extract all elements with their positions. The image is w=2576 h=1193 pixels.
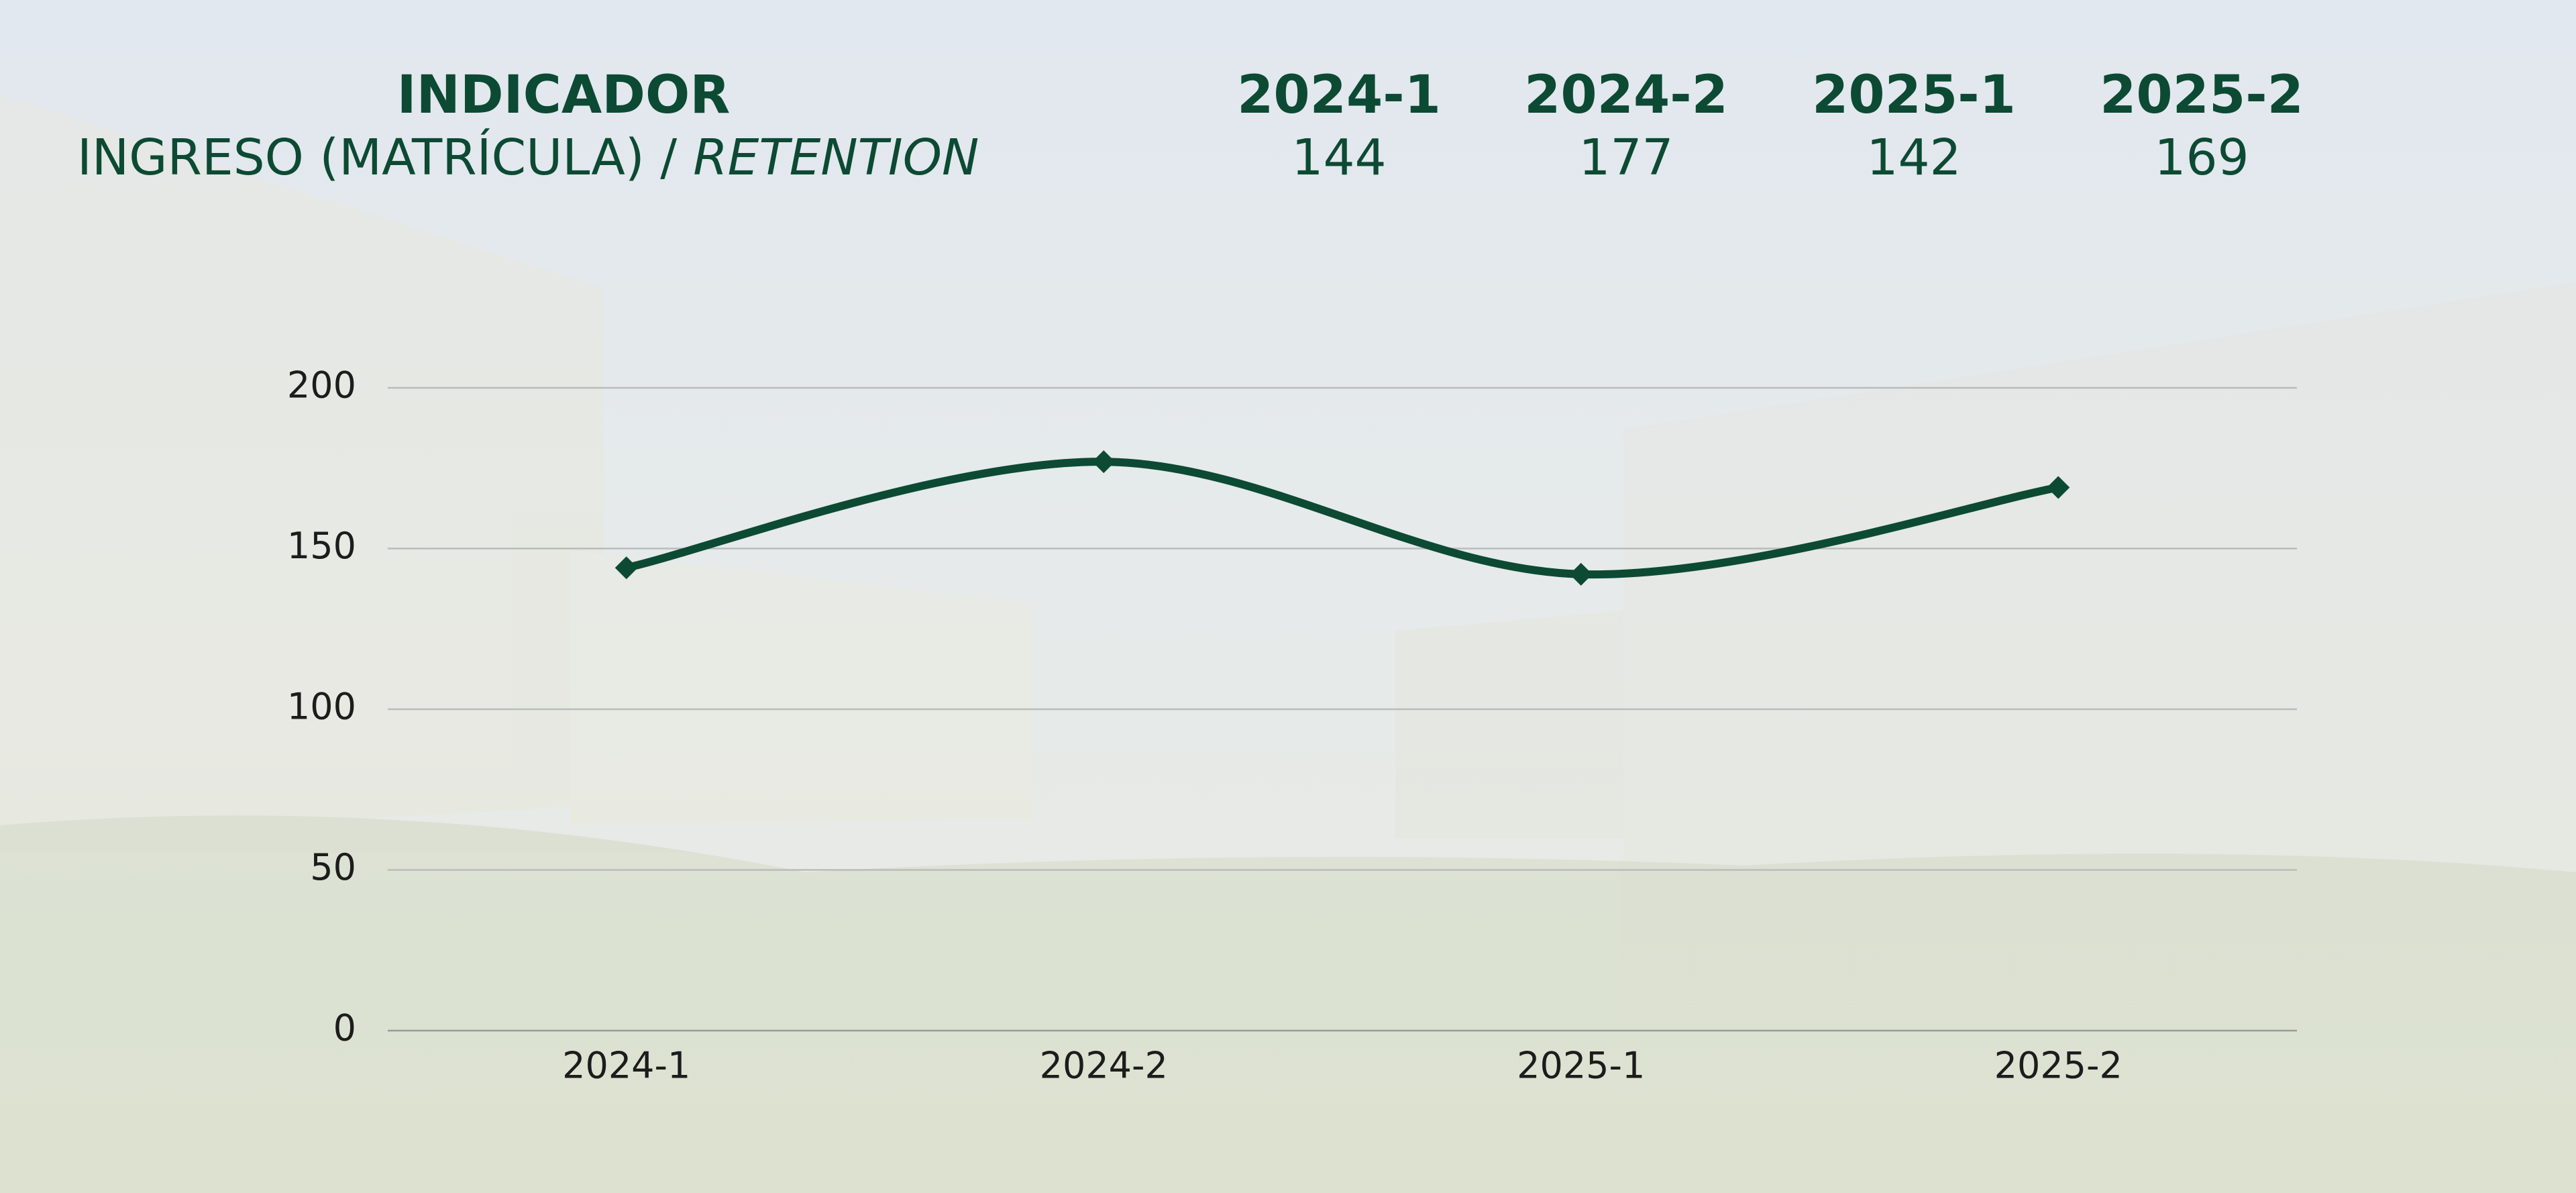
row-label: INGRESO (MATRÍCULA) / RETENTION [77, 127, 979, 187]
y-tick-label: 50 [310, 846, 356, 888]
y-tick-label: 150 [287, 525, 356, 567]
line [622, 458, 2063, 579]
marker [2047, 476, 2070, 499]
table-value: 142 [1866, 129, 1961, 187]
marker [1092, 450, 1116, 474]
row-label-text: INGRESO (MATRÍCULA) / [77, 127, 677, 187]
column-header: 2025-2 [2100, 65, 2304, 125]
y-tick-label: 200 [287, 364, 356, 407]
x-tick-label: 2024-2 [1040, 1045, 1168, 1087]
table-value: 177 [1578, 129, 1673, 187]
x-tick-label: 2025-1 [1517, 1045, 1645, 1087]
y-tick-label: 100 [287, 686, 356, 728]
column-header: 2025-1 [1812, 65, 2016, 125]
column-header: 2024-2 [1524, 65, 1728, 125]
header-label: INDICADOR [397, 65, 731, 125]
background-photo [0, 94, 2576, 1193]
x-tick-label: 2025-2 [1994, 1045, 2123, 1087]
y-tick-label: 0 [333, 1007, 356, 1049]
row-label-italic: RETENTION [693, 129, 979, 187]
x-tick-label: 2024-1 [562, 1045, 690, 1087]
table-value: 144 [1291, 129, 1386, 187]
marker [614, 556, 638, 580]
table-value: 169 [2154, 129, 2249, 187]
marker [1569, 562, 1593, 586]
column-header: 2024-1 [1237, 65, 1441, 125]
